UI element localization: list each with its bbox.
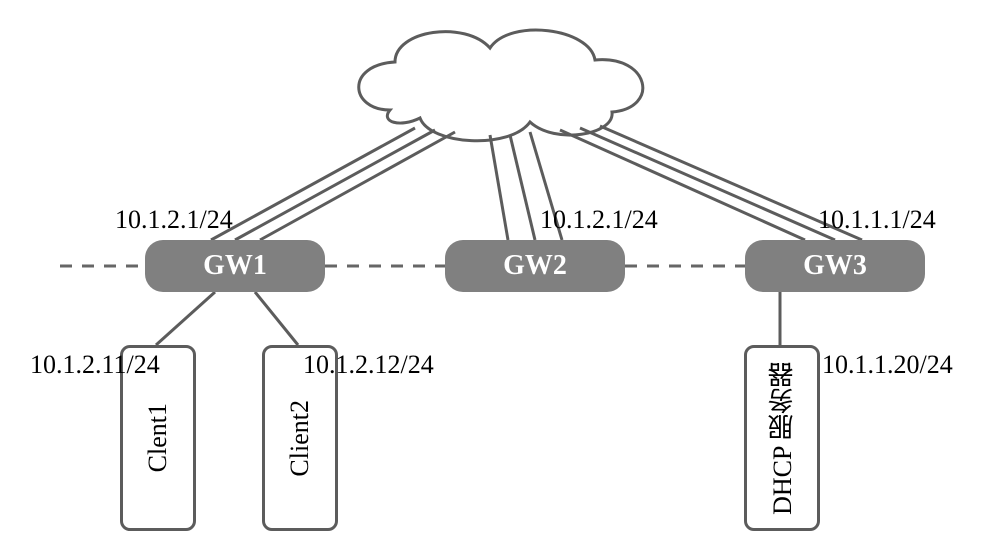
edge-solid xyxy=(260,132,455,240)
gateway-gw3: GW3 xyxy=(745,240,925,292)
client2-label: Client2 xyxy=(285,400,315,477)
ip-label-client1: 10.1.2.11/24 xyxy=(30,350,160,380)
dhcp-server-box: DHCP 服务器 xyxy=(744,345,820,531)
gateway-gw2: GW2 xyxy=(445,240,625,292)
cloud-shape xyxy=(359,30,643,141)
edge-solid xyxy=(156,292,215,345)
edge-solid xyxy=(235,130,435,240)
gateway-label: GW2 xyxy=(503,250,567,282)
ip-label-gw2: 10.1.2.1/24 xyxy=(540,205,658,235)
ip-label-client2: 10.1.2.12/24 xyxy=(303,350,434,380)
edge-solid xyxy=(255,292,298,345)
ip-label-gw1: 10.1.2.1/24 xyxy=(115,205,233,235)
edge-solid xyxy=(490,135,508,240)
ip-label-dhcp: 10.1.1.20/24 xyxy=(822,350,953,380)
gateway-label: GW3 xyxy=(803,250,867,282)
dhcp-server-label: DHCP 服务器 xyxy=(764,362,801,515)
cloud-path xyxy=(359,30,643,141)
edge-solid xyxy=(510,135,535,240)
client1-label: Clent1 xyxy=(143,403,173,472)
gateway-gw1: GW1 xyxy=(145,240,325,292)
gateway-label: GW1 xyxy=(203,250,267,282)
edge-solid xyxy=(211,128,415,240)
solid-edges xyxy=(156,126,862,345)
ip-label-gw3: 10.1.1.1/24 xyxy=(818,205,936,235)
